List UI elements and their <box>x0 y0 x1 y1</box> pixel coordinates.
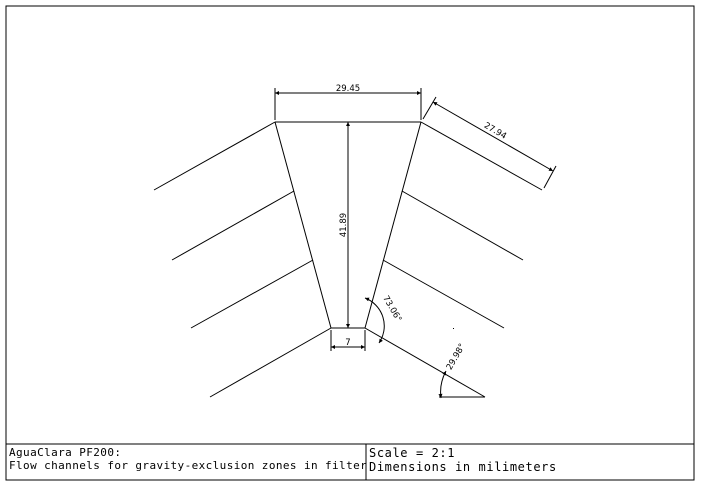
left-plate <box>153 121 276 191</box>
project-name: AguaClara PF200: <box>9 446 122 459</box>
right-plate <box>420 121 543 191</box>
stray-point <box>453 328 454 329</box>
angle-arc <box>364 297 385 344</box>
dimension-plate-length <box>422 96 557 189</box>
title-block-project-cell: AguaClara PF200: Flow channels for gravi… <box>6 444 368 480</box>
dimension-line <box>432 101 554 172</box>
dimension-bottom-width-label: 7 <box>345 338 350 348</box>
channel-right-wall <box>364 121 422 329</box>
dimension-plate-length-label: 27.94 <box>482 121 508 142</box>
units-note: Dimensions in milimeters <box>369 460 557 474</box>
dimension-top-width <box>274 88 422 120</box>
title-block-scale-cell: Scale = 2:1 Dimensions in milimeters <box>366 444 694 480</box>
right-plate <box>382 259 505 329</box>
dimension-plate-angle-label: 29.98° <box>445 342 468 372</box>
channel-left-wall <box>274 121 332 329</box>
left-plates <box>153 121 332 398</box>
right-plate <box>401 190 524 261</box>
title-block: AguaClara PF200: Flow channels for gravi… <box>6 444 694 480</box>
extension-line <box>543 165 557 189</box>
extension-line <box>422 96 437 120</box>
dimension-plate-angle <box>438 370 485 399</box>
right-plate <box>364 327 486 398</box>
left-plate <box>190 259 314 329</box>
sheet-border <box>5 5 695 481</box>
scale-note: Scale = 2:1 <box>369 446 456 460</box>
dimension-wall-angle <box>364 297 385 344</box>
dimension-height-label: 41.89 <box>339 213 349 237</box>
drawing-description: Flow channels for gravity-exclusion zone… <box>9 459 368 472</box>
left-plate <box>171 190 295 261</box>
left-plate <box>209 327 332 398</box>
dimension-top-width-label: 29.45 <box>336 84 360 94</box>
angle-arc <box>438 370 447 399</box>
